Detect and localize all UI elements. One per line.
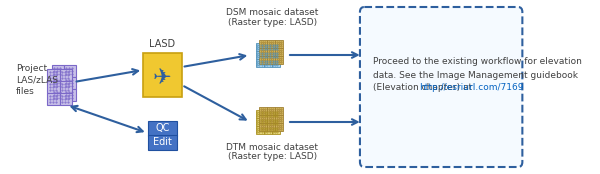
Text: http://esriurl.com/7169: http://esriurl.com/7169 (419, 84, 523, 93)
FancyBboxPatch shape (259, 40, 268, 48)
FancyBboxPatch shape (268, 40, 275, 48)
Text: data. See the Image Management guidebook: data. See the Image Management guidebook (373, 70, 578, 80)
FancyBboxPatch shape (275, 107, 283, 115)
FancyBboxPatch shape (256, 43, 264, 51)
FancyBboxPatch shape (272, 126, 280, 134)
Text: Edit: Edit (153, 137, 172, 147)
FancyBboxPatch shape (256, 110, 264, 118)
Text: Project
LAS/zLAS
files: Project LAS/zLAS files (16, 64, 58, 96)
FancyBboxPatch shape (275, 123, 283, 131)
Text: DTM mosaic dataset: DTM mosaic dataset (226, 143, 318, 152)
FancyBboxPatch shape (268, 107, 275, 115)
FancyBboxPatch shape (268, 48, 275, 56)
FancyBboxPatch shape (259, 107, 268, 115)
FancyBboxPatch shape (268, 56, 275, 64)
FancyBboxPatch shape (272, 43, 280, 51)
FancyBboxPatch shape (64, 65, 76, 77)
FancyBboxPatch shape (275, 115, 283, 123)
Text: Proceed to the existing workflow for elevation: Proceed to the existing workflow for ele… (373, 57, 582, 66)
FancyBboxPatch shape (47, 81, 59, 93)
Text: QC: QC (155, 123, 170, 133)
FancyBboxPatch shape (256, 126, 264, 134)
FancyBboxPatch shape (259, 48, 268, 56)
FancyBboxPatch shape (264, 43, 272, 51)
FancyBboxPatch shape (264, 51, 272, 59)
FancyBboxPatch shape (275, 56, 283, 64)
FancyBboxPatch shape (148, 135, 177, 149)
FancyBboxPatch shape (259, 123, 268, 131)
FancyBboxPatch shape (52, 89, 64, 101)
FancyBboxPatch shape (268, 123, 275, 131)
FancyBboxPatch shape (272, 59, 280, 67)
FancyBboxPatch shape (275, 40, 283, 48)
FancyBboxPatch shape (264, 59, 272, 67)
FancyBboxPatch shape (264, 118, 272, 126)
Text: ✈: ✈ (153, 68, 172, 88)
FancyBboxPatch shape (59, 93, 72, 105)
FancyBboxPatch shape (256, 51, 264, 59)
Text: (Elevation chapter) at: (Elevation chapter) at (373, 84, 475, 93)
FancyBboxPatch shape (59, 81, 72, 93)
FancyBboxPatch shape (264, 126, 272, 134)
FancyBboxPatch shape (259, 115, 268, 123)
FancyBboxPatch shape (52, 65, 64, 77)
FancyBboxPatch shape (148, 121, 177, 136)
Text: DSM mosaic dataset: DSM mosaic dataset (226, 8, 319, 17)
FancyBboxPatch shape (264, 110, 272, 118)
FancyBboxPatch shape (64, 77, 76, 89)
FancyBboxPatch shape (268, 115, 275, 123)
FancyBboxPatch shape (272, 118, 280, 126)
FancyBboxPatch shape (272, 110, 280, 118)
Text: (Raster type: LASD): (Raster type: LASD) (227, 152, 317, 161)
Text: (Raster type: LASD): (Raster type: LASD) (227, 18, 317, 27)
FancyBboxPatch shape (47, 69, 59, 81)
FancyBboxPatch shape (143, 53, 182, 97)
FancyBboxPatch shape (52, 77, 64, 89)
FancyBboxPatch shape (360, 7, 523, 167)
FancyBboxPatch shape (272, 51, 280, 59)
FancyBboxPatch shape (47, 93, 59, 105)
FancyBboxPatch shape (256, 59, 264, 67)
Text: LASD: LASD (149, 39, 175, 49)
FancyBboxPatch shape (64, 89, 76, 101)
FancyBboxPatch shape (259, 56, 268, 64)
FancyBboxPatch shape (275, 48, 283, 56)
FancyBboxPatch shape (59, 69, 72, 81)
FancyBboxPatch shape (256, 118, 264, 126)
